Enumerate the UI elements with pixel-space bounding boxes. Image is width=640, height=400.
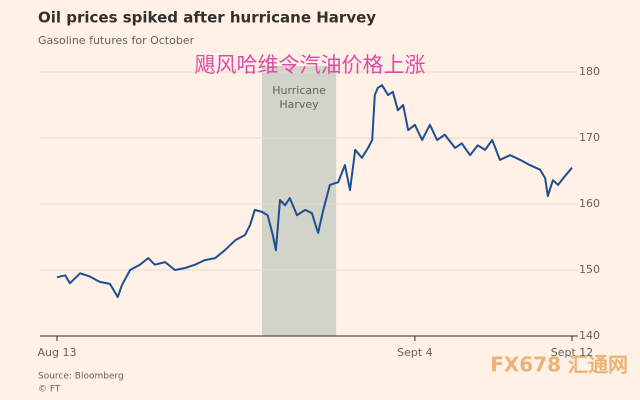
source: Source: Bloomberg — [38, 372, 124, 382]
x-tick-label: Aug 13 — [38, 346, 77, 359]
y-tick-label: 180 — [579, 65, 600, 78]
x-tick-label: Sept 4 — [397, 346, 433, 359]
x-tick-label: Sept 12 — [551, 346, 594, 359]
credit: © FT — [38, 385, 61, 395]
y-tick-label: 150 — [579, 263, 600, 276]
y-tick-label: 160 — [579, 197, 600, 210]
shade-region — [261, 66, 337, 336]
watermark: FX678 汇通网 — [490, 353, 628, 377]
chart-title: Oil prices spiked after hurricane Harvey — [38, 9, 376, 27]
y-tick-label: 170 — [579, 131, 600, 144]
chart-subtitle: Gasoline futures for October — [38, 34, 195, 47]
shade-label: Hurricane — [272, 84, 326, 97]
annotation: 飓风哈维令汽油价格上涨 — [195, 53, 426, 77]
price-line — [56, 84, 573, 299]
y-tick-label: 140 — [579, 329, 600, 342]
shade-label: Harvey — [279, 98, 319, 111]
